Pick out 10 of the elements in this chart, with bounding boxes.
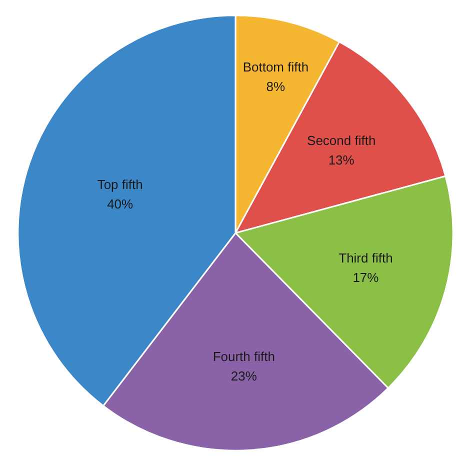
data-label: 8% [266,78,286,94]
slice-label: Fourth fifth [212,348,275,364]
data-label: 23% [230,368,258,384]
slice-label: Bottom fifth [242,59,309,74]
data-label: 17% [352,270,380,286]
data-label: 13% [328,152,355,168]
slice-label: Top fifth [97,177,143,192]
slice-label: Second fifth [307,132,376,148]
slice-label: Third fifth [338,250,393,266]
data-label: 40% [107,196,134,212]
